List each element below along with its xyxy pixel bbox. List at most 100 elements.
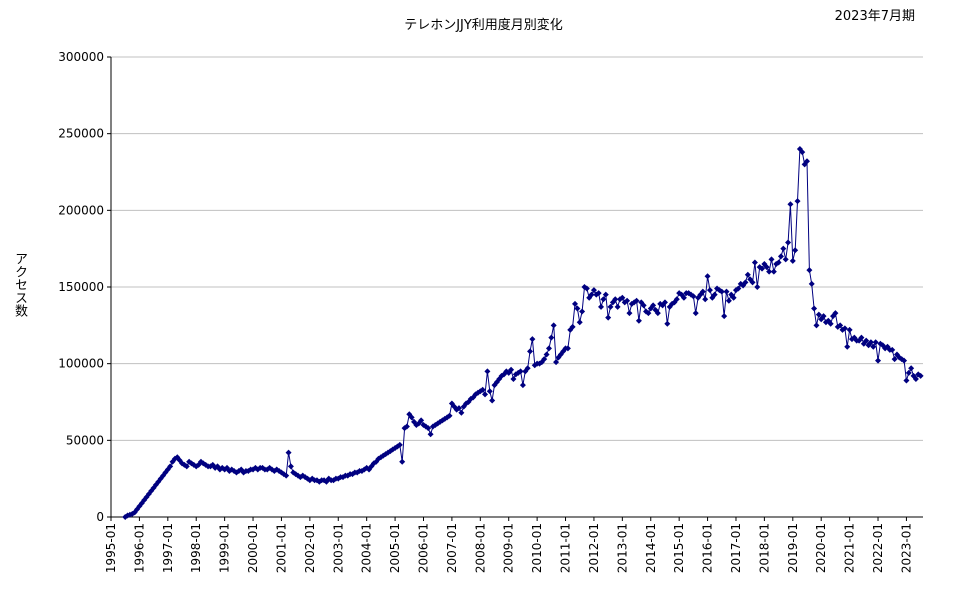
x-tick-label: 2014-01 xyxy=(644,523,658,573)
data-point xyxy=(579,308,586,315)
data-point xyxy=(569,323,576,330)
data-point xyxy=(640,302,647,309)
data-point xyxy=(633,297,640,304)
y-tick-label: 100000 xyxy=(58,357,104,371)
data-point xyxy=(832,310,839,317)
data-point xyxy=(399,458,406,465)
data-point xyxy=(543,351,550,358)
x-tick-label: 2007-01 xyxy=(445,523,459,573)
x-tick-label: 2016-01 xyxy=(701,523,715,573)
data-point xyxy=(917,372,924,379)
x-tick-label: 2011-01 xyxy=(559,523,573,573)
data-point xyxy=(744,271,751,278)
data-point xyxy=(553,359,560,366)
data-point xyxy=(624,297,631,304)
data-point xyxy=(612,296,619,303)
data-point xyxy=(908,365,915,372)
data-point xyxy=(396,441,403,448)
data-point xyxy=(458,409,465,416)
data-point xyxy=(766,268,773,275)
data-point xyxy=(846,326,853,333)
data-point xyxy=(482,391,489,398)
x-tick-label: 2020-01 xyxy=(814,523,828,573)
data-point xyxy=(702,296,709,303)
y-tick-label: 0 xyxy=(96,510,104,524)
data-point xyxy=(905,369,912,376)
x-tick-label: 2005-01 xyxy=(388,523,402,573)
x-tick-label: 2021-01 xyxy=(843,523,857,573)
data-point xyxy=(524,365,531,372)
data-point xyxy=(550,322,557,329)
x-tick-label: 2010-01 xyxy=(530,523,544,573)
data-point xyxy=(782,256,789,263)
x-tick-label: 2004-01 xyxy=(360,523,374,573)
y-tick-label: 50000 xyxy=(66,433,104,447)
y-tick-label: 250000 xyxy=(58,127,104,141)
data-point xyxy=(718,288,725,295)
data-point xyxy=(425,425,432,432)
x-tick-label: 2006-01 xyxy=(416,523,430,573)
data-point xyxy=(446,412,453,419)
data-point xyxy=(418,417,425,424)
x-tick-label: 2001-01 xyxy=(274,523,288,573)
data-point xyxy=(711,291,718,298)
data-point xyxy=(789,257,796,264)
data-point xyxy=(287,463,294,470)
data-point xyxy=(427,431,434,438)
data-point xyxy=(690,293,697,300)
data-point xyxy=(875,357,882,364)
data-point xyxy=(408,414,415,421)
x-tick-label: 2013-01 xyxy=(615,523,629,573)
data-point xyxy=(723,288,730,295)
x-tick-label: 1997-01 xyxy=(161,523,175,573)
data-point xyxy=(484,368,491,375)
data-point xyxy=(635,317,642,324)
data-point xyxy=(903,377,910,384)
data-point xyxy=(837,322,844,329)
data-point xyxy=(827,320,834,327)
data-point xyxy=(572,300,578,307)
data-point xyxy=(619,294,626,301)
data-point xyxy=(403,423,410,430)
x-tick-label: 2012-01 xyxy=(587,523,601,573)
data-point xyxy=(600,296,607,303)
data-point xyxy=(785,239,792,246)
data-point xyxy=(721,313,728,320)
data-point xyxy=(754,284,761,290)
data-point xyxy=(912,376,919,382)
data-point xyxy=(759,265,766,272)
data-point xyxy=(595,290,602,297)
data-point xyxy=(167,463,174,470)
data-point xyxy=(527,348,534,355)
data-point xyxy=(787,201,794,208)
data-point xyxy=(742,279,749,286)
data-point xyxy=(590,287,597,294)
y-tick-label: 300000 xyxy=(58,50,104,64)
data-point xyxy=(541,356,548,363)
data-point xyxy=(583,285,590,292)
data-point xyxy=(725,297,732,304)
data-point xyxy=(891,356,898,363)
data-point xyxy=(510,376,517,382)
data-point xyxy=(872,339,879,346)
data-point xyxy=(548,334,555,341)
data-point xyxy=(792,247,799,254)
data-point xyxy=(456,405,462,412)
data-point xyxy=(664,320,671,327)
data-point xyxy=(576,319,583,326)
data-point xyxy=(844,343,851,350)
data-point xyxy=(654,310,661,317)
data-point xyxy=(735,285,742,292)
data-point xyxy=(813,322,820,329)
data-point xyxy=(794,198,801,205)
data-point xyxy=(799,149,806,156)
data-point xyxy=(661,299,668,306)
data-point xyxy=(607,303,614,310)
data-point xyxy=(519,382,526,389)
data-point xyxy=(574,305,581,312)
data-point xyxy=(808,280,815,287)
data-point xyxy=(815,311,822,318)
chart-title: テレホンJJY利用度月別変化 xyxy=(404,18,563,33)
data-point xyxy=(730,294,737,301)
